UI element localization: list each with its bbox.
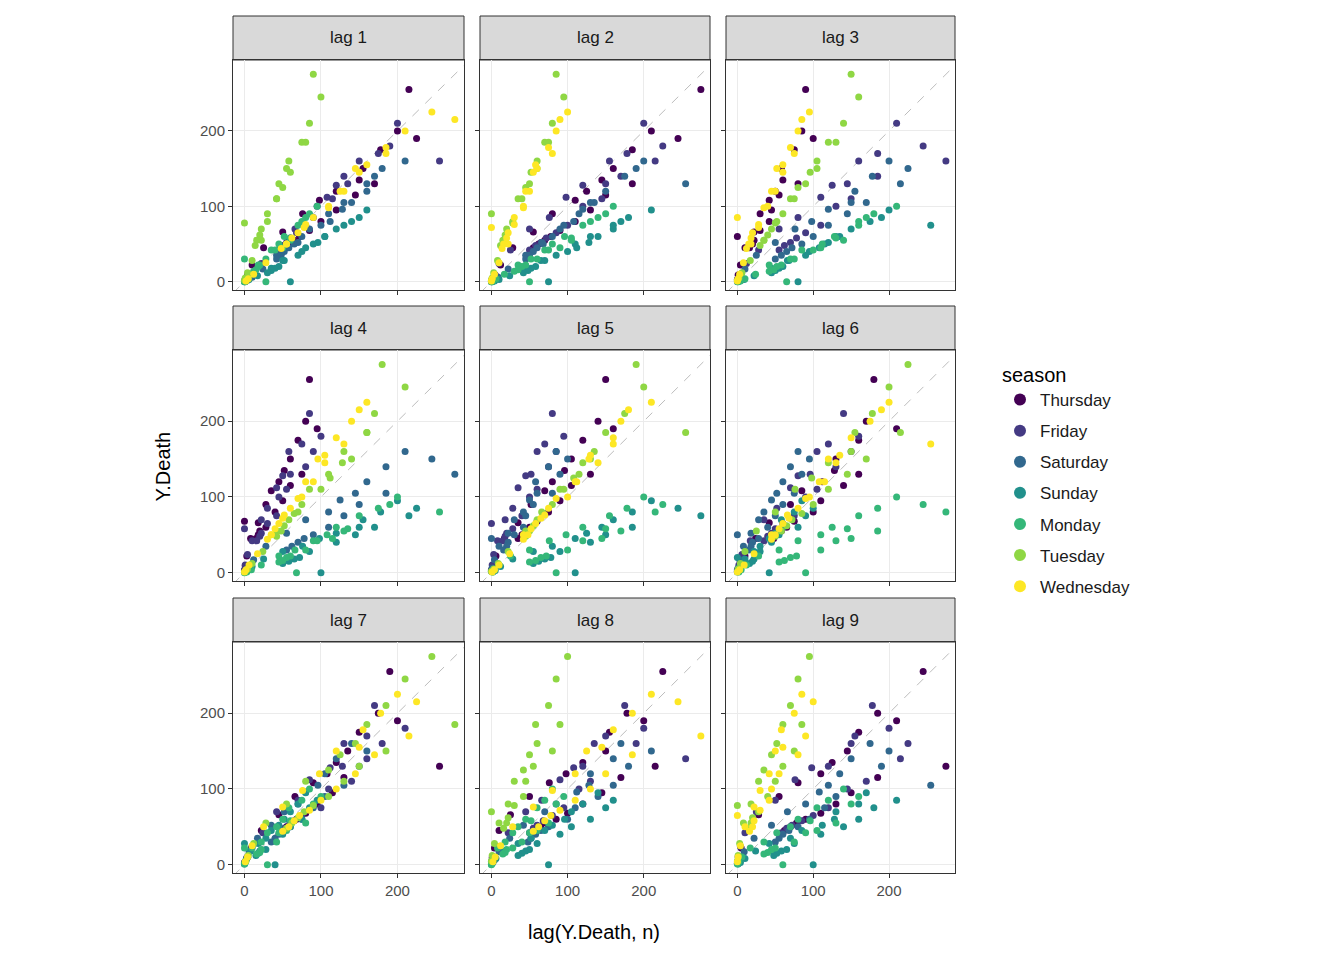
- svg-text:Wednesday: Wednesday: [1040, 578, 1130, 597]
- svg-text:100: 100: [308, 882, 333, 899]
- svg-text:0: 0: [487, 882, 495, 899]
- svg-text:lag 8: lag 8: [577, 611, 614, 630]
- svg-text:100: 100: [200, 488, 225, 505]
- svg-text:Thursday: Thursday: [1040, 391, 1111, 410]
- svg-text:0: 0: [733, 882, 741, 899]
- svg-text:200: 200: [631, 882, 656, 899]
- svg-text:season: season: [1002, 364, 1067, 386]
- svg-text:lag 2: lag 2: [577, 28, 614, 47]
- svg-text:Y.Death: Y.Death: [152, 432, 174, 502]
- svg-text:lag 3: lag 3: [822, 28, 859, 47]
- svg-text:lag 7: lag 7: [330, 611, 367, 630]
- svg-text:100: 100: [555, 882, 580, 899]
- svg-text:200: 200: [200, 122, 225, 139]
- svg-text:Tuesday: Tuesday: [1040, 547, 1105, 566]
- svg-text:Friday: Friday: [1040, 422, 1088, 441]
- svg-text:100: 100: [200, 780, 225, 797]
- svg-text:100: 100: [200, 198, 225, 215]
- svg-text:100: 100: [801, 882, 826, 899]
- svg-text:0: 0: [240, 882, 248, 899]
- svg-text:0: 0: [217, 564, 225, 581]
- svg-text:0: 0: [217, 856, 225, 873]
- svg-text:Sunday: Sunday: [1040, 484, 1098, 503]
- svg-text:lag(Y.Death, n): lag(Y.Death, n): [528, 921, 660, 943]
- svg-text:200: 200: [385, 882, 410, 899]
- svg-text:Saturday: Saturday: [1040, 453, 1109, 472]
- svg-text:lag 6: lag 6: [822, 319, 859, 338]
- svg-text:Monday: Monday: [1040, 516, 1101, 535]
- svg-text:lag 9: lag 9: [822, 611, 859, 630]
- svg-text:lag 1: lag 1: [330, 28, 367, 47]
- svg-text:lag 4: lag 4: [330, 319, 367, 338]
- svg-text:200: 200: [200, 704, 225, 721]
- svg-text:200: 200: [200, 412, 225, 429]
- svg-text:200: 200: [877, 882, 902, 899]
- svg-text:0: 0: [217, 273, 225, 290]
- svg-text:lag 5: lag 5: [577, 319, 614, 338]
